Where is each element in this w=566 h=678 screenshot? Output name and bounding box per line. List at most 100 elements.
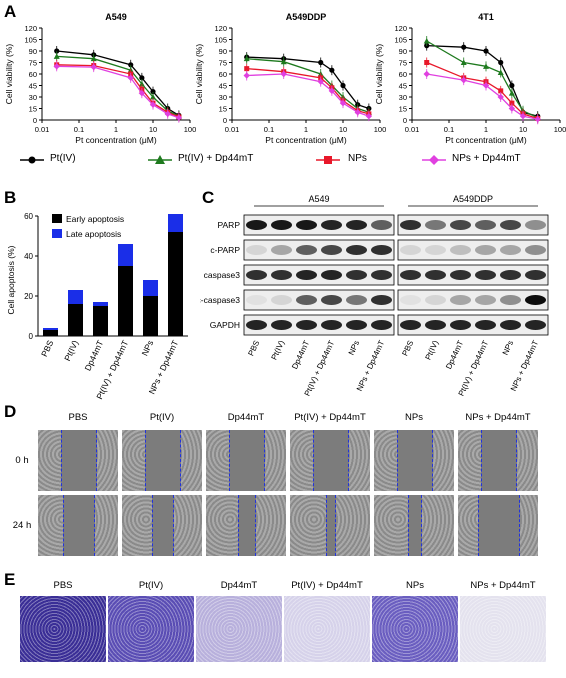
blot-row-label: GAPDH <box>210 320 240 330</box>
wound-micrograph <box>290 430 370 491</box>
blot-band <box>346 295 367 305</box>
data-point <box>498 88 504 94</box>
blot-band <box>246 220 267 230</box>
y-tick-label: 30 <box>399 93 407 102</box>
transwell-micrograph <box>108 596 194 662</box>
blot-band <box>425 245 446 255</box>
data-point <box>243 55 250 62</box>
data-point <box>460 59 467 65</box>
blot-row-label: c-caspase3 <box>200 295 240 305</box>
data-point <box>482 82 490 89</box>
x-tick-label: NPs <box>139 339 155 358</box>
y-axis-label: Cell viability (%) <box>4 44 14 105</box>
bar-late <box>118 244 133 266</box>
wound-gap <box>408 495 422 556</box>
blot-lane-label: NPs + Dp44mT <box>355 339 386 393</box>
data-point <box>339 99 347 107</box>
data-point <box>329 67 335 73</box>
bar-late <box>93 302 108 306</box>
blot-group-title: A549DDP <box>453 194 493 204</box>
blot-band <box>425 220 446 230</box>
blot-strip <box>397 289 549 311</box>
blot-band <box>296 220 317 230</box>
y-tick-label: 120 <box>394 24 407 33</box>
blot-band <box>271 245 292 255</box>
transwell-column-label: NPs <box>406 580 424 591</box>
x-axis-label: Pt concentration (μM) <box>265 135 347 145</box>
data-point <box>54 48 60 54</box>
blot-band <box>296 245 317 255</box>
blot-band <box>500 295 521 305</box>
y-tick-label: 0 <box>403 116 407 125</box>
y-axis-label: Cell apoptosis (%) <box>6 245 16 314</box>
y-tick-label: 15 <box>399 105 407 114</box>
data-point <box>150 94 156 100</box>
wound-column-label: Pt(IV) + Dp44mT <box>294 412 366 423</box>
series-line-2 <box>426 61 538 120</box>
blot-band <box>246 295 267 305</box>
blot-band <box>321 245 342 255</box>
panel-label-c: C <box>202 188 215 207</box>
data-point <box>138 89 146 97</box>
wound-micrograph <box>374 430 454 491</box>
y-tick-label: 75 <box>399 59 407 68</box>
wound-gap <box>62 495 96 556</box>
legend-label: Early apoptosis <box>66 214 124 224</box>
wound-micrograph <box>38 495 118 556</box>
data-point <box>175 114 183 121</box>
wound-micrograph <box>122 430 202 491</box>
x-tick-label: PBS <box>39 338 55 358</box>
viability-chart-2: 4T1 0 15 30 45 60 75 90 105 120 0.01 0.1 1 10 100 Pt co… <box>374 12 566 145</box>
y-tick-label: 30 <box>29 93 37 102</box>
data-point <box>138 80 145 87</box>
blot-band <box>525 270 546 280</box>
data-point <box>90 63 97 71</box>
blot-lane-label: Dp44mT <box>444 339 465 371</box>
transwell-column-label: Pt(IV) <box>138 580 164 591</box>
series-line-0 <box>56 50 180 116</box>
wound-gap <box>478 495 520 556</box>
blot-band <box>450 220 471 230</box>
legend-pt-dp-marker <box>148 155 172 164</box>
blot-row-label: c-PARP <box>210 245 240 255</box>
blot-lane-label: Dp44mT <box>290 339 311 371</box>
wound-gap <box>152 495 174 556</box>
blot-band <box>271 320 292 330</box>
x-tick-label: 100 <box>374 125 387 134</box>
blot-lane-label: PBS <box>246 339 261 357</box>
blot-band <box>271 220 292 230</box>
panel-b-chart: 0 20 40 60 Cell apoptosis (%) PBS Pt(IV) Dp44mT… <box>6 212 188 401</box>
y-tick-label: 90 <box>29 47 37 56</box>
blot-group-title: A549 <box>308 194 329 204</box>
blot-band <box>400 270 421 280</box>
wound-column-label: PBS <box>68 412 88 423</box>
data-point <box>483 63 489 69</box>
data-point <box>244 66 250 72</box>
y-tick-label: 120 <box>214 24 227 33</box>
wound-gap <box>397 430 433 491</box>
data-point <box>497 93 504 101</box>
transwell-column-label: PBS <box>53 580 73 591</box>
blot-band <box>475 320 496 330</box>
x-tick-label: Dp44mT <box>82 339 105 373</box>
y-axis-label: Cell viability (%) <box>194 44 204 105</box>
y-tick-label: 15 <box>219 105 227 114</box>
wound-gap <box>61 430 97 491</box>
bar-early <box>143 296 158 336</box>
x-tick-label: 1 <box>114 125 118 134</box>
panel-e-transwell: PBS Pt(IV) Dp44mT Pt(IV) + Dp44mT NPs NPs + D… <box>0 576 566 678</box>
wound-gap <box>145 430 181 491</box>
y-tick-label: 75 <box>29 59 37 68</box>
blot-band <box>346 220 367 230</box>
legend-nps-dp-marker <box>422 155 446 165</box>
blot-band <box>271 270 292 280</box>
blot-lane-label: NPs <box>347 339 362 357</box>
blot-lane-label: Pt(IV) <box>424 339 441 362</box>
blot-row-label: PARP <box>217 220 240 230</box>
blot-band <box>525 245 546 255</box>
wound-gap <box>481 430 517 491</box>
y-tick-label: 105 <box>214 36 227 45</box>
data-point <box>53 53 60 59</box>
data-point <box>243 72 250 79</box>
blot-band <box>400 320 421 330</box>
